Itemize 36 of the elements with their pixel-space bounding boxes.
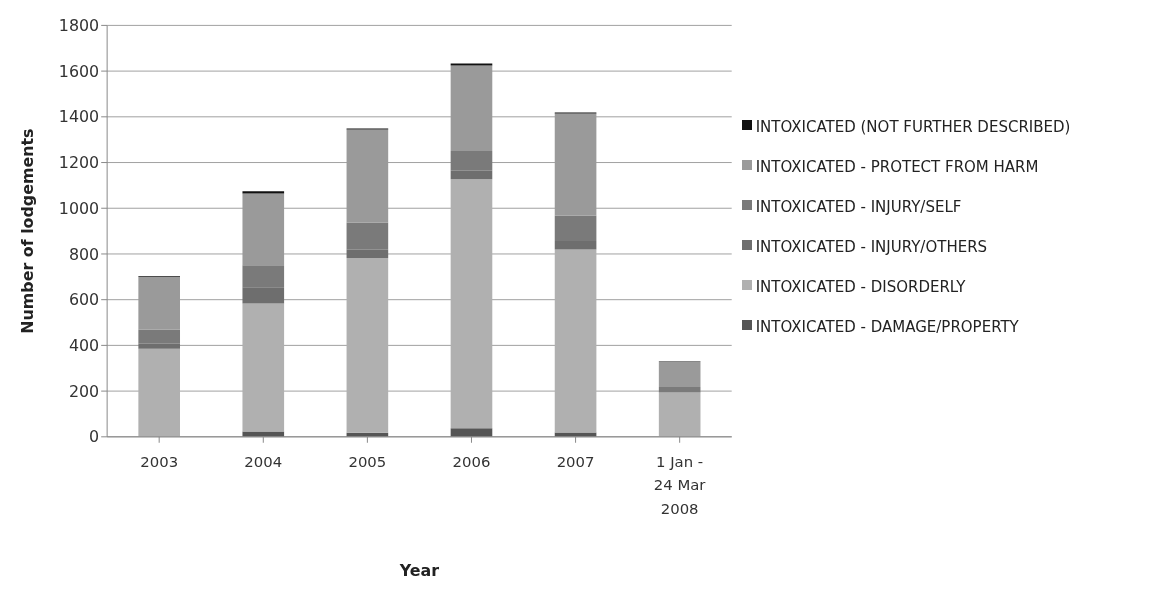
legend-label: INTOXICATED - INJURY/SELF [755,196,963,218]
legend-label: INTOXICATED (NOT FURTHER DESCRIBED) [755,116,1072,138]
x-tick-label: 2004 [244,452,283,471]
y-tick-label: 1200 [58,153,100,173]
bar [242,303,285,432]
y-axis-title: Number of lodgements [18,128,38,334]
y-tick-label: 800 [68,244,100,264]
legend-label: INTOXICATED - DISORDERLY [755,276,967,298]
y-tick-label: 400 [68,336,100,356]
legend-label: INTOXICATED - PROTECT FROM HARM [755,156,1040,178]
x-tick-label: 2005 [348,452,387,471]
y-tick-label: 1000 [58,198,100,218]
x-tick-label: 1 Jan - 24 Mar 2008 [653,452,707,519]
bar [658,386,701,393]
bar [658,392,701,437]
bar [138,348,181,437]
legend-label: INTOXICATED - INJURY/OTHERS [755,236,989,258]
bar [658,362,701,387]
bar [346,258,389,433]
x-tick-label: 2003 [140,452,179,471]
bar [450,428,493,437]
y-tick-label: 200 [68,381,100,401]
bar [450,63,493,66]
y-tick-label: 1800 [58,16,100,36]
bar [450,179,493,429]
y-tick-label: 600 [68,290,100,310]
legend-label: INTOXICATED - DAMAGE/PROPERTY [755,316,1020,338]
bar [554,249,597,433]
y-tick-label: 1400 [58,107,100,127]
y-tick-label: 0 [89,427,100,447]
bar [554,432,597,437]
x-tick-label: 2006 [452,452,491,471]
y-tick-label: 1600 [58,61,100,81]
x-axis-title: Year [398,560,440,580]
bar [242,191,285,194]
x-tick-label: 2007 [556,452,595,471]
